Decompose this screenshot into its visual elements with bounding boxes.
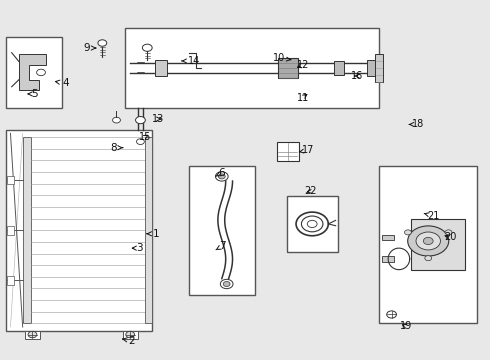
Text: 6: 6 bbox=[216, 168, 225, 178]
Text: 9: 9 bbox=[83, 43, 96, 53]
Circle shape bbox=[28, 331, 37, 338]
Bar bbox=[25, 330, 40, 338]
Bar bbox=[6, 226, 14, 234]
Circle shape bbox=[126, 331, 135, 338]
Bar bbox=[278, 58, 298, 78]
Text: 3: 3 bbox=[132, 243, 143, 253]
Text: 8: 8 bbox=[111, 143, 123, 153]
Bar bbox=[5, 37, 62, 108]
Circle shape bbox=[405, 230, 411, 235]
Text: 4: 4 bbox=[55, 78, 69, 88]
Bar bbox=[23, 137, 31, 323]
Bar bbox=[375, 54, 383, 82]
Bar bbox=[145, 137, 152, 323]
Text: 21: 21 bbox=[424, 211, 440, 221]
Bar bbox=[382, 234, 394, 240]
Text: 20: 20 bbox=[444, 232, 456, 242]
Bar bbox=[5, 130, 152, 330]
Bar bbox=[6, 276, 14, 285]
Bar bbox=[155, 60, 167, 76]
Circle shape bbox=[223, 282, 230, 287]
Circle shape bbox=[216, 172, 228, 181]
Text: 13: 13 bbox=[152, 114, 164, 124]
Bar bbox=[411, 220, 465, 270]
Text: 11: 11 bbox=[296, 93, 309, 103]
Circle shape bbox=[136, 117, 146, 124]
Circle shape bbox=[143, 44, 152, 51]
Circle shape bbox=[416, 232, 441, 250]
Circle shape bbox=[445, 230, 452, 235]
Circle shape bbox=[219, 174, 225, 179]
Bar bbox=[123, 330, 138, 338]
Circle shape bbox=[220, 279, 233, 289]
Text: 17: 17 bbox=[299, 145, 315, 155]
Bar bbox=[6, 176, 14, 184]
Circle shape bbox=[37, 69, 46, 76]
Bar bbox=[382, 256, 394, 262]
Text: 15: 15 bbox=[139, 132, 151, 142]
Text: 16: 16 bbox=[351, 71, 364, 81]
Bar bbox=[277, 142, 299, 161]
Polygon shape bbox=[19, 54, 46, 90]
Text: 1: 1 bbox=[147, 229, 159, 239]
Bar bbox=[379, 166, 477, 323]
Text: 5: 5 bbox=[28, 89, 38, 99]
Text: 12: 12 bbox=[296, 60, 309, 70]
Circle shape bbox=[98, 40, 107, 46]
Text: 22: 22 bbox=[305, 186, 317, 197]
Text: 19: 19 bbox=[400, 321, 413, 331]
Circle shape bbox=[113, 117, 121, 123]
Text: 10: 10 bbox=[273, 53, 291, 63]
Circle shape bbox=[408, 226, 449, 256]
Text: 2: 2 bbox=[122, 336, 135, 346]
Bar bbox=[189, 166, 255, 295]
Text: 14: 14 bbox=[182, 56, 200, 66]
Bar bbox=[125, 28, 379, 108]
Circle shape bbox=[387, 311, 396, 318]
Bar bbox=[367, 60, 376, 76]
Bar bbox=[334, 61, 344, 75]
Circle shape bbox=[137, 139, 145, 144]
Text: 18: 18 bbox=[409, 120, 424, 129]
Bar bbox=[287, 196, 338, 252]
Circle shape bbox=[425, 256, 432, 261]
Circle shape bbox=[423, 237, 433, 244]
Text: 7: 7 bbox=[216, 241, 225, 251]
